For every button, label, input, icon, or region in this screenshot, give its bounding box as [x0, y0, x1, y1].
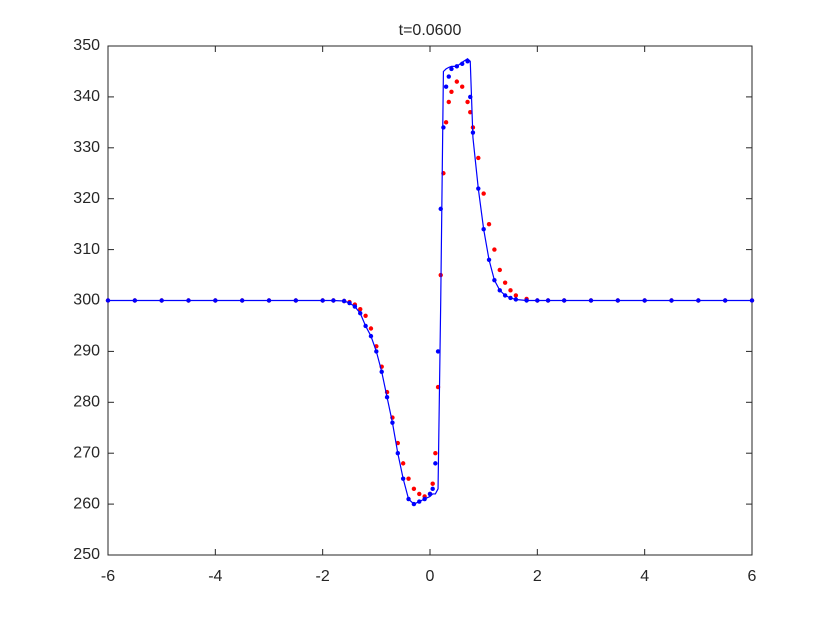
- dot: [446, 99, 451, 105]
- dot: [441, 125, 446, 130]
- dot: [454, 79, 460, 84]
- dot: [443, 120, 449, 125]
- dot: [508, 288, 513, 293]
- x-tick-label: 2: [533, 568, 542, 585]
- chart-title: t=0.0600: [399, 22, 462, 39]
- dot: [363, 313, 368, 318]
- dot: [430, 481, 435, 486]
- dot: [368, 326, 374, 331]
- y-tick-label: 280: [73, 394, 100, 411]
- dot: [468, 109, 473, 115]
- dot: [476, 155, 481, 161]
- y-tick-label: 300: [73, 292, 100, 309]
- dot: [486, 221, 492, 227]
- dot: [465, 99, 470, 105]
- y-tick-label: 330: [73, 139, 100, 156]
- dot: [513, 293, 519, 298]
- dot: [492, 247, 497, 252]
- x-tick-label: 4: [640, 568, 649, 585]
- x-tick-label: -4: [208, 568, 222, 585]
- dot: [449, 66, 454, 72]
- y-tick-label: 290: [73, 343, 100, 360]
- dot: [406, 476, 411, 481]
- dot: [446, 74, 451, 79]
- dot: [481, 191, 486, 196]
- dot: [400, 461, 406, 466]
- y-tick-label: 260: [73, 495, 100, 512]
- x-tick-label: -2: [316, 568, 330, 585]
- x-tick-label: 6: [748, 568, 757, 585]
- dot: [443, 84, 449, 89]
- y-tick-label: 270: [73, 444, 100, 461]
- y-tick-label: 320: [73, 190, 100, 207]
- dot: [433, 451, 438, 456]
- x-tick-label: 0: [426, 568, 435, 585]
- dot: [435, 349, 441, 354]
- dot: [460, 84, 465, 89]
- y-tick-label: 350: [73, 37, 100, 54]
- dot: [497, 267, 502, 273]
- dot: [417, 491, 422, 497]
- dot: [449, 89, 454, 95]
- dot: [430, 486, 435, 492]
- dot: [433, 461, 438, 466]
- x-tick-label: -6: [101, 568, 115, 585]
- y-tick-label: 340: [73, 88, 100, 105]
- dot: [358, 306, 363, 312]
- line: [108, 57, 752, 505]
- dot: [411, 486, 417, 492]
- y-tick-label: 250: [73, 546, 100, 563]
- y-tick-label: 310: [73, 241, 100, 258]
- dot: [502, 280, 508, 285]
